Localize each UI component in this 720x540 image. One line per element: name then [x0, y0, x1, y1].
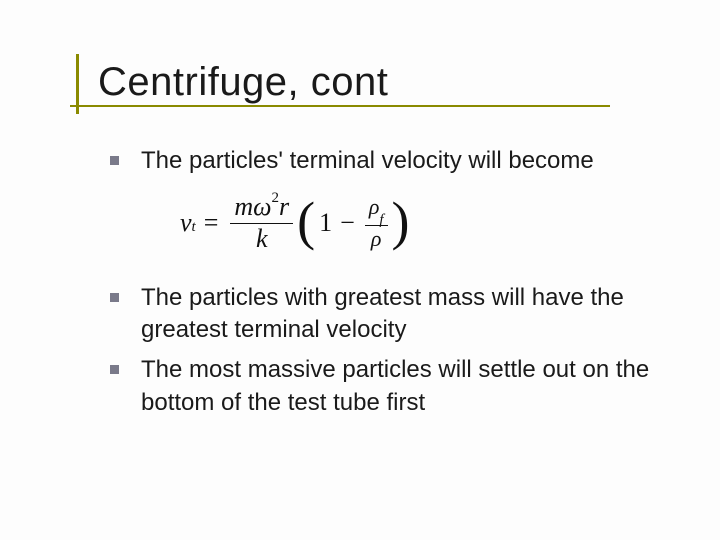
eq-equals: = [204, 208, 219, 238]
bullet-item: The particles' terminal velocity will be… [110, 145, 650, 177]
square-bullet-icon [110, 156, 119, 165]
eq-paren-right: ) [392, 197, 410, 246]
eq-one: 1 [319, 208, 332, 238]
equation: vt = mω2r k ( 1 − ρf [180, 193, 650, 253]
eq-denominator: k [252, 225, 272, 254]
eq-paren-left: ( [297, 197, 315, 246]
bullet-item: The particles with greatest mass will ha… [110, 282, 650, 347]
eq-minus: − [340, 208, 355, 238]
eq-exp2: 2 [272, 190, 280, 206]
eq-rho-den: ρ [367, 227, 386, 251]
eq-rho-f-sub: f [379, 212, 383, 228]
eq-fraction-rho: ρf ρ [365, 195, 388, 251]
bullet-text: The particles with greatest mass will ha… [141, 282, 650, 347]
eq-m: m [234, 192, 253, 221]
square-bullet-icon [110, 365, 119, 374]
bullet-text: The most massive particles will settle o… [141, 354, 650, 419]
eq-rho-sym: ρ [371, 226, 382, 251]
eq-rho-f-sym: ρ [369, 194, 380, 219]
square-bullet-icon [110, 293, 119, 302]
eq-numerator: mω2r [230, 193, 293, 222]
eq-fraction-main: mω2r k [230, 193, 293, 253]
slide: Centrifuge, cont The particles' terminal… [0, 0, 720, 540]
title-underline [70, 105, 610, 107]
eq-rho-f: ρf [365, 195, 388, 224]
slide-title: Centrifuge, cont [70, 60, 650, 105]
eq-r: r [279, 192, 289, 221]
bullet-item: The most massive particles will settle o… [110, 354, 650, 419]
eq-omega: ω [253, 192, 271, 221]
bullet-text: The particles' terminal velocity will be… [141, 145, 594, 177]
eq-lhs-sub: t [192, 219, 196, 236]
title-region: Centrifuge, cont [70, 60, 650, 105]
equation-content: vt = mω2r k ( 1 − ρf [180, 193, 650, 253]
eq-k: k [256, 224, 268, 253]
content-region: The particles' terminal velocity will be… [70, 145, 650, 419]
eq-lhs-var: v [180, 208, 192, 238]
